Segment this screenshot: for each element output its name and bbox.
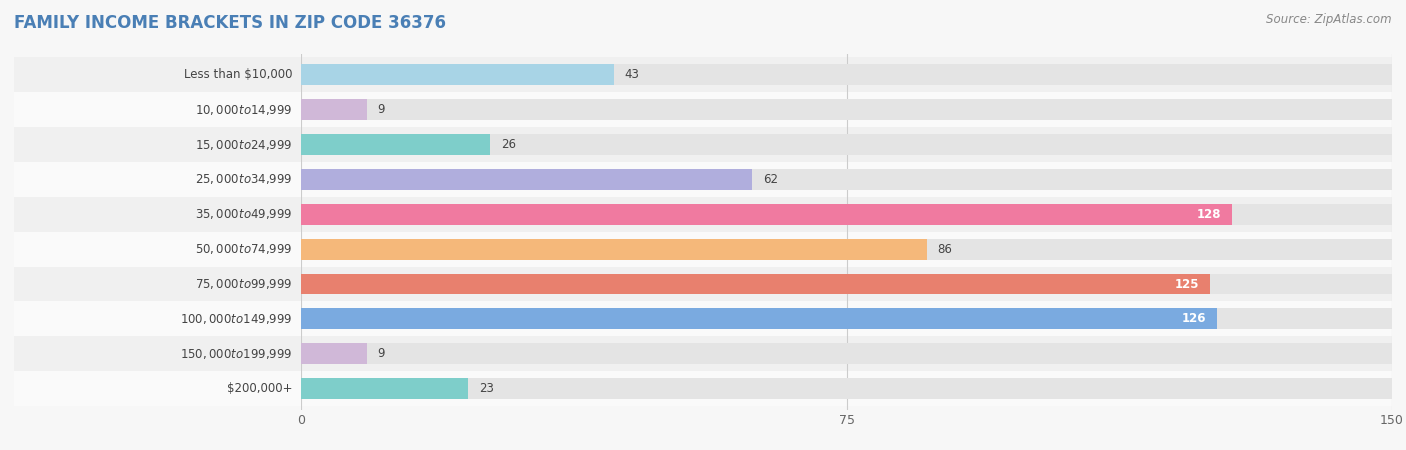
Bar [301,266,1392,302]
Bar [301,169,752,190]
Bar [301,99,367,120]
Bar [301,58,1392,92]
Text: $50,000 to $74,999: $50,000 to $74,999 [195,242,292,256]
Bar [301,204,1232,225]
Bar [301,99,1392,120]
Text: 62: 62 [763,173,778,186]
Text: $25,000 to $34,999: $25,000 to $34,999 [195,172,292,186]
Bar [301,64,1392,86]
Text: $10,000 to $14,999: $10,000 to $14,999 [195,103,292,117]
Text: 126: 126 [1182,312,1206,325]
Text: 23: 23 [479,382,494,395]
Bar [14,58,301,92]
Text: $150,000 to $199,999: $150,000 to $199,999 [180,347,292,361]
Bar [301,371,1392,406]
Bar [301,302,1392,336]
Bar [301,204,1392,225]
Bar [14,162,301,197]
Bar [301,336,1392,371]
Bar [301,343,1392,364]
Bar [301,127,1392,162]
Bar [14,371,301,406]
Bar [301,197,1392,232]
Bar [301,274,1211,294]
Bar [14,302,301,336]
Text: $200,000+: $200,000+ [226,382,292,395]
Bar [301,134,491,155]
Text: Source: ZipAtlas.com: Source: ZipAtlas.com [1267,14,1392,27]
Bar [301,238,1392,260]
Bar [301,232,1392,266]
Text: $75,000 to $99,999: $75,000 to $99,999 [195,277,292,291]
Bar [301,308,1218,329]
Bar [301,134,1392,155]
Bar [301,92,1392,127]
Text: $35,000 to $49,999: $35,000 to $49,999 [195,207,292,221]
Bar [14,197,301,232]
Bar [301,274,1392,294]
Text: $100,000 to $149,999: $100,000 to $149,999 [180,312,292,326]
Bar [301,169,1392,190]
Text: 9: 9 [377,103,385,116]
Text: FAMILY INCOME BRACKETS IN ZIP CODE 36376: FAMILY INCOME BRACKETS IN ZIP CODE 36376 [14,14,446,32]
Bar [301,343,367,364]
Text: 86: 86 [938,243,952,256]
Bar [301,378,1392,399]
Bar [301,162,1392,197]
Text: 128: 128 [1197,208,1220,221]
Bar [14,266,301,302]
Bar [301,64,614,86]
Text: Less than $10,000: Less than $10,000 [184,68,292,81]
Bar [14,336,301,371]
Text: 26: 26 [501,138,516,151]
Bar [14,232,301,266]
Bar [14,127,301,162]
Text: 9: 9 [377,347,385,360]
Text: 43: 43 [624,68,640,81]
Text: 125: 125 [1175,278,1199,291]
Bar [301,238,927,260]
Text: $15,000 to $24,999: $15,000 to $24,999 [195,138,292,152]
Bar [14,92,301,127]
Bar [301,308,1392,329]
Bar [301,378,468,399]
